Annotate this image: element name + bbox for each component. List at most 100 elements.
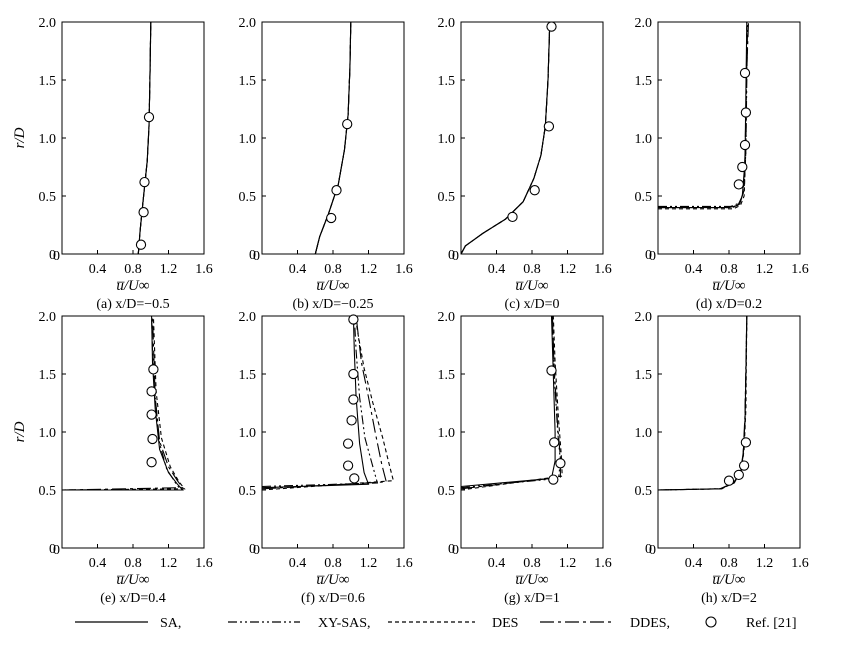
- y-tick-label: 2.0: [438, 310, 456, 325]
- x-tick-label: 1.6: [594, 556, 612, 571]
- y-tick-label: 1.5: [239, 368, 257, 383]
- ref-marker: [543, 121, 555, 132]
- series-ddes-line: [62, 316, 184, 491]
- x-tick-label: 0.4: [685, 262, 703, 277]
- x-zero-label: 0: [253, 543, 260, 558]
- legend-ref-label: Ref. [21]: [746, 616, 797, 631]
- x-tick-label: 1.6: [195, 262, 213, 277]
- x-tick-label: 1.6: [395, 556, 413, 571]
- x-tick-label: 0.8: [124, 556, 142, 571]
- y-tick-label: 1.0: [39, 426, 57, 441]
- y-tick-label: 2.0: [39, 310, 57, 325]
- ref-marker: [342, 438, 354, 449]
- ref-marker: [348, 314, 359, 325]
- y-tick-label: 2.0: [39, 16, 57, 31]
- ref-marker: [349, 473, 360, 484]
- ref-marker: [546, 21, 557, 32]
- series-des-line: [658, 22, 748, 210]
- ref-marker: [342, 118, 353, 130]
- x-tick-label: 1.2: [756, 262, 774, 277]
- y-tick-label: 1.0: [239, 426, 257, 441]
- panels: 0 0.5 1.0 1.5 2.0 0 0.4 0.8 1.2 1.6 u̅/U∞ (a) x/D=−…: [12, 16, 809, 606]
- x-tick-label: 1.2: [559, 262, 577, 277]
- y-tick-label: 1.5: [635, 368, 653, 383]
- y-tick-label: 0.5: [438, 484, 456, 499]
- x-tick-label: 0.8: [523, 556, 541, 571]
- x-tick-label: 0.8: [523, 262, 541, 277]
- ref-marker: [529, 185, 540, 196]
- y-tick-label: 1.0: [635, 132, 653, 147]
- ref-marker: [740, 437, 752, 448]
- x-tick-label: 1.6: [195, 556, 213, 571]
- x-tick-label: 0.8: [124, 262, 142, 277]
- x-tick-label: 1.2: [160, 556, 178, 571]
- ref-marker: [139, 176, 150, 188]
- x-tick-label: 1.2: [160, 262, 178, 277]
- x-tick-label: 0.4: [89, 262, 107, 277]
- plot-frame: [61, 21, 205, 255]
- series-des-line: [62, 316, 186, 491]
- x-zero-label: 0: [53, 249, 60, 264]
- y-tick-label: 0.5: [239, 190, 257, 205]
- y-tick-label: 1.0: [239, 132, 257, 147]
- x-axis-label: u̅/U∞: [515, 572, 549, 588]
- y-tick-label: 1.0: [39, 132, 57, 147]
- y-tick-label: 0: [645, 542, 652, 557]
- ref-marker: [326, 212, 337, 224]
- x-tick-label: 1.2: [756, 556, 774, 571]
- series-xy-sas-line: [461, 316, 561, 489]
- series-sa-line: [461, 316, 556, 488]
- x-tick-label: 1.6: [791, 556, 809, 571]
- series-ddes-line: [658, 316, 748, 491]
- x-axis-label: u̅/U∞: [316, 572, 350, 588]
- ref-marker: [740, 107, 752, 118]
- y-tick-label: 0: [249, 248, 256, 263]
- series-des-line: [262, 316, 395, 491]
- ref-marker: [143, 111, 155, 123]
- y-tick-label: 0: [49, 542, 56, 557]
- series-des-line: [658, 316, 748, 491]
- panel-c: 0 0.5 1.0 1.5 2.0 0 0.4 0.8 1.2 1.6 u̅/U∞ (c) x/D=0: [438, 16, 612, 312]
- y-tick-label: 1.0: [438, 132, 456, 147]
- ref-marker: [739, 139, 751, 151]
- series-xy-sas-line: [137, 22, 152, 254]
- y-tick-label: 2.0: [438, 16, 456, 31]
- series-xy-sas-line: [62, 316, 183, 491]
- x-tick-label: 0.4: [488, 262, 506, 277]
- x-tick-label: 0.8: [324, 262, 342, 277]
- panel-h: 0 0.5 1.0 1.5 2.0 0 0.4 0.8 1.2 1.6 u̅/U∞ (h) x/D=2: [635, 310, 809, 606]
- y-tick-label: 0.5: [239, 484, 257, 499]
- x-zero-label: 0: [53, 543, 60, 558]
- ref-marker: [148, 364, 159, 375]
- ref-marker: [549, 437, 560, 448]
- x-zero-label: 0: [452, 249, 459, 264]
- panel-g: 0 0.5 1.0 1.5 2.0 0 0.4 0.8 1.2 1.6 u̅/U∞ (g) x/D=1: [438, 310, 612, 606]
- ref-marker: [733, 469, 744, 481]
- x-tick-label: 0.4: [89, 556, 107, 571]
- plot-frame: [460, 21, 604, 255]
- series-sa-line: [262, 316, 370, 489]
- y-tick-label: 2.0: [635, 310, 653, 325]
- y-tick-label: 0: [448, 542, 455, 557]
- ref-marker: [737, 161, 748, 173]
- x-zero-label: 0: [452, 543, 459, 558]
- x-axis-label: u̅/U∞: [116, 572, 150, 588]
- y-tick-label: 2.0: [635, 16, 653, 31]
- x-zero-label: 0: [649, 249, 656, 264]
- legend-ref-marker: [705, 616, 717, 628]
- x-tick-label: 0.4: [289, 262, 307, 277]
- series-ddes-line: [137, 22, 152, 254]
- y-tick-label: 0.5: [39, 190, 57, 205]
- x-axis-label: u̅/U∞: [316, 278, 350, 294]
- panel-d: 0 0.5 1.0 1.5 2.0 0 0.4 0.8 1.2 1.6 u̅/U∞ (d) x/D=0…: [635, 16, 809, 312]
- x-zero-label: 0: [253, 249, 260, 264]
- y-tick-label: 0: [49, 248, 56, 263]
- panel-caption: (f) x/D=0.6: [301, 591, 365, 606]
- series-ddes-line: [314, 22, 352, 254]
- ref-marker: [507, 211, 518, 223]
- y-tick-label: 1.0: [438, 426, 456, 441]
- plot-frame: [657, 21, 801, 255]
- y-tick-label: 1.5: [239, 74, 257, 89]
- x-axis-label: u̅/U∞: [712, 572, 746, 588]
